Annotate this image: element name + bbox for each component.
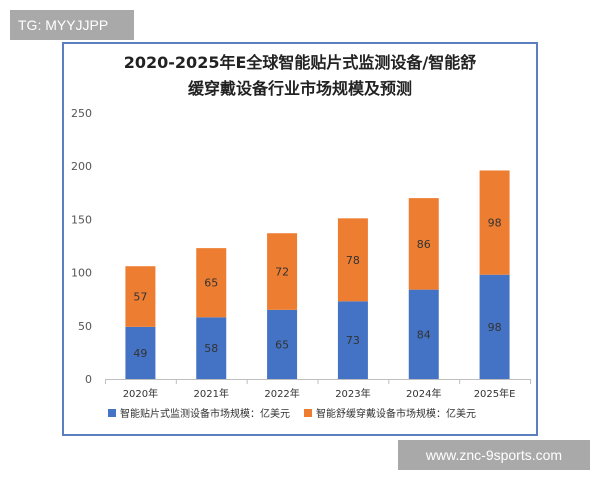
y-tick-label-3: 150 — [71, 213, 92, 226]
legend-item-series-1: 智能贴片式监测设备市场规模：亿美元 — [108, 405, 290, 420]
y-tick-label-4: 200 — [71, 160, 92, 173]
chart-title-line-1: 2020-2025年E全球智能贴片式监测设备/智能舒 — [123, 53, 477, 72]
data-label-series-2-0: 57 — [133, 291, 147, 304]
bar-series-1-3 — [337, 301, 368, 379]
bars: 49 57 58 65 65 72 73 78 84 86 98 98 — [125, 170, 510, 379]
bar-series-1-0 — [125, 326, 156, 379]
data-label-series-2-1: 65 — [204, 277, 218, 290]
data-label-series-1-1: 58 — [204, 342, 218, 355]
watermark-tag-top: TG: MYYJJPP — [10, 10, 134, 40]
data-label-series-1-4: 84 — [417, 328, 431, 341]
y-tick-label-1: 50 — [78, 320, 92, 333]
y-tick-label-5: 250 — [71, 107, 92, 120]
chart-title-line-2: 缓穿戴设备行业市场规模及预测 — [187, 79, 412, 98]
data-label-series-2-3: 78 — [346, 254, 360, 267]
bar-series-2-2 — [267, 233, 298, 310]
data-label-series-2-2: 72 — [275, 266, 289, 279]
x-axis: 2020年 2021年 2022年 2023年 2024年 2025年E — [105, 379, 531, 400]
data-label-series-1-2: 65 — [275, 338, 289, 351]
bar-series-2-4 — [408, 198, 439, 290]
x-tick-label-1: 2021年 — [194, 387, 229, 400]
legend-item-series-2: 智能舒缓穿戴设备市场规模：亿美元 — [304, 405, 476, 420]
data-label-series-1-3: 73 — [346, 334, 360, 347]
legend-swatch-series-1 — [108, 408, 116, 417]
legend-swatch-series-2 — [304, 408, 312, 417]
bar-series-2-1 — [196, 248, 227, 318]
bar-series-2-3 — [337, 218, 368, 302]
bar-series-1-4 — [408, 289, 439, 379]
data-label-series-1-0: 49 — [133, 347, 147, 360]
legend-label-series-2: 智能舒缓穿戴设备市场规模：亿美元 — [316, 409, 476, 420]
y-tick-label-2: 100 — [71, 267, 92, 280]
legend-label-series-1: 智能贴片式监测设备市场规模：亿美元 — [120, 409, 290, 420]
bar-series-1-2 — [267, 309, 298, 379]
chart-title: 2020-2025年E全球智能贴片式监测设备/智能舒 缓穿戴设备行业市场规模及预… — [62, 50, 538, 102]
bar-series-1-1 — [196, 317, 227, 379]
data-label-series-2-5: 98 — [488, 217, 502, 230]
y-axis: 0 50 100 150 200 250 — [71, 107, 92, 386]
legend: 智能贴片式监测设备市场规模：亿美元 智能舒缓穿戴设备市场规模：亿美元 — [108, 405, 476, 420]
x-tick-label-3: 2023年 — [335, 387, 370, 400]
x-tick-label-0: 2020年 — [123, 387, 158, 400]
x-tick-label-4: 2024年 — [406, 387, 441, 400]
bar-series-2-5 — [479, 170, 510, 275]
bar-series-2-0 — [125, 266, 156, 327]
x-tick-label-2: 2022年 — [264, 387, 299, 400]
watermark-tag-bottom: www.znc-9sports.com — [398, 440, 590, 470]
data-label-series-1-5: 98 — [488, 321, 502, 334]
y-tick-label-0: 0 — [85, 373, 92, 386]
data-label-series-2-4: 86 — [417, 238, 431, 251]
x-tick-label-5: 2025年E — [474, 387, 516, 400]
bar-series-1-5 — [479, 274, 510, 379]
